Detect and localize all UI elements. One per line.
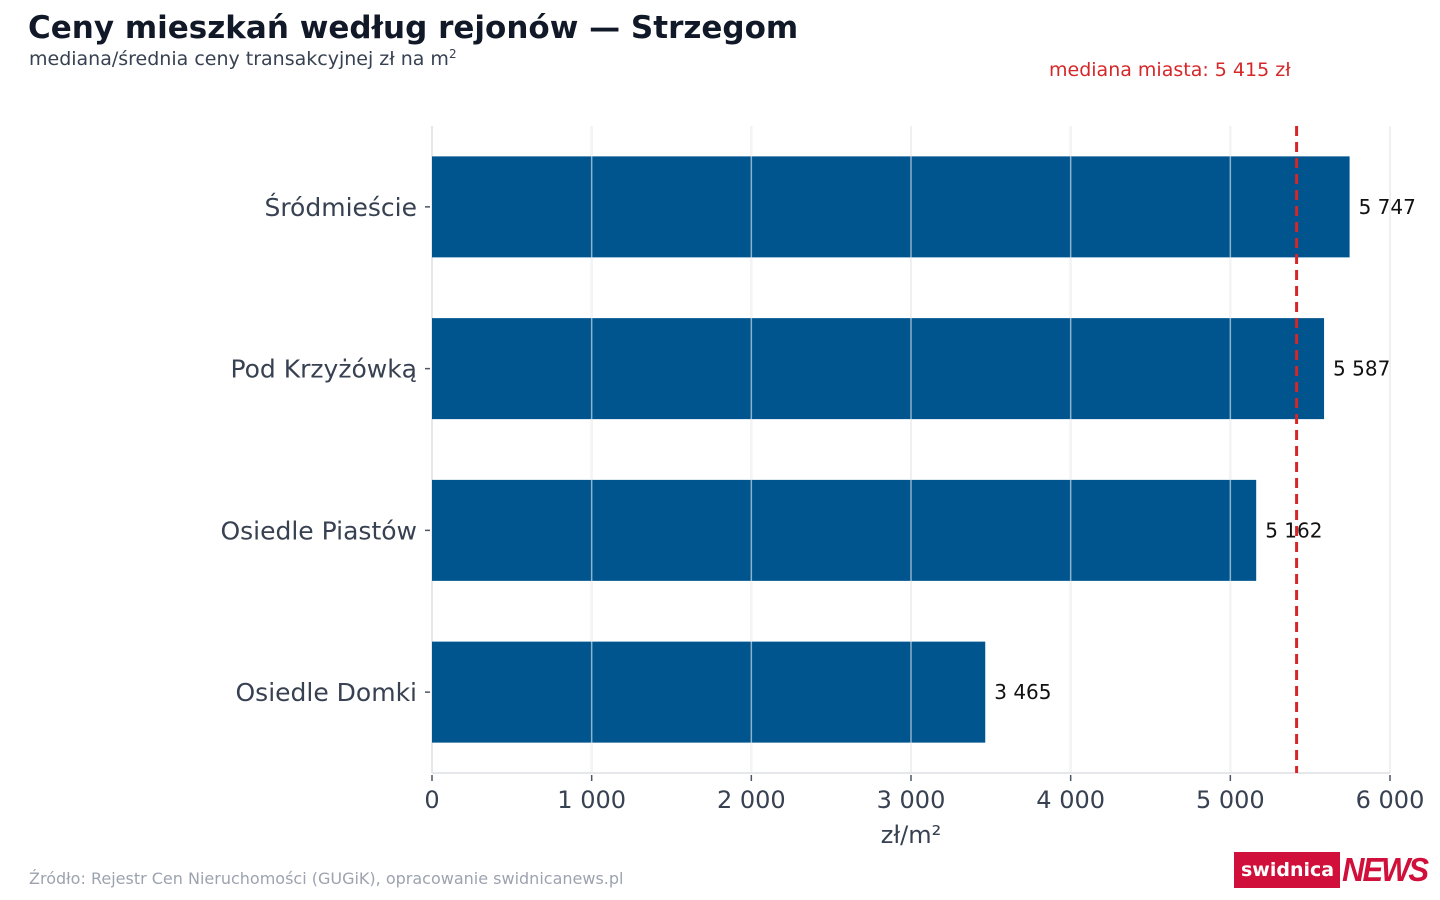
x-tick-label-5: 5 000 [1196, 786, 1265, 814]
labels-layer: 5 747 5 587 5 162 3 465 [994, 195, 1416, 704]
median-label: mediana miasta: 5 415 zł [1049, 59, 1291, 81]
logo-news: NEWS [1342, 850, 1429, 889]
bar-0 [432, 156, 1350, 258]
bar-3 [432, 641, 986, 743]
brand-logo: swidnica NEWS [1234, 850, 1429, 889]
subtitle-text: mediana/średnia ceny transakcyjnej zł na… [29, 48, 449, 70]
gridfront-layer [590, 126, 1391, 773]
value-label-0: 5 747 [1359, 195, 1416, 219]
bars-layer [432, 156, 1350, 743]
value-label-3: 3 465 [994, 680, 1051, 704]
category-label-1: Pod Krzyżówką [230, 355, 417, 384]
x-tick-label-4: 4 000 [1036, 786, 1105, 814]
axes-layer: Śródmieście Pod Krzyżówką Osiedle Piastów O… [220, 192, 1424, 849]
x-tick-label-1: 1 000 [557, 786, 626, 814]
x-tick-label-6: 6 000 [1356, 786, 1425, 814]
x-tick-label-0: 0 [424, 786, 439, 814]
category-label-2: Osiedle Piastów [220, 516, 417, 545]
bar-1 [432, 318, 1325, 420]
category-label-0: Śródmieście [264, 192, 417, 222]
subtitle-superscript: 2 [448, 47, 457, 61]
value-label-2: 5 162 [1265, 518, 1322, 542]
x-tick-label-2: 2 000 [717, 786, 786, 814]
source-note: Źródło: Rejestr Cen Nieruchomości (GUGiK… [29, 869, 624, 888]
value-label-1: 5 587 [1333, 357, 1390, 381]
bar-2 [432, 479, 1257, 581]
category-label-3: Osiedle Domki [236, 678, 418, 707]
logo-swidnica: swidnica [1234, 852, 1341, 888]
reference-layer: mediana miasta: 5 415 zł [1049, 59, 1299, 773]
x-tick-label-3: 3 000 [877, 786, 946, 814]
x-axis-label: zł/m² [881, 821, 942, 849]
page-title: Ceny mieszkań według rejonów — Strzegom [28, 10, 799, 46]
page-subtitle: mediana/średnia ceny transakcyjnej zł na… [29, 47, 457, 70]
